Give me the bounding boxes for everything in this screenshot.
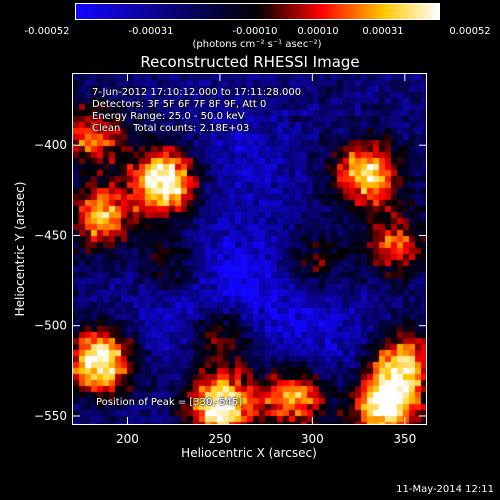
heatmap-image <box>73 74 426 424</box>
y-tick-label: −450 <box>34 228 67 242</box>
colorbar-tick: 0.00031 <box>362 26 404 37</box>
colorbar-tick: 0.00010 <box>297 26 339 37</box>
colorbar <box>75 3 440 20</box>
x-axis-label: Heliocentric X (arcsec) <box>181 446 317 460</box>
info-time-range: 7-Jun-2012 17:10:12.000 to 17:11:28.000 <box>92 87 302 98</box>
x-tick-label: 250 <box>208 432 231 446</box>
colorbar-ticks: -0.00052 -0.00031 -0.00010 0.00010 0.000… <box>0 26 500 38</box>
colorbar-tick: -0.00031 <box>128 26 174 37</box>
info-energy-range: Energy Range: 25.0 - 50.0 keV <box>92 111 245 122</box>
x-tick-label: 200 <box>116 432 139 446</box>
plot-area <box>72 73 427 425</box>
x-tick-label: 300 <box>301 432 324 446</box>
colorbar-tick: 0.00052 <box>449 26 491 37</box>
colorbar-gradient <box>76 4 439 19</box>
y-tick-label: −400 <box>34 138 67 152</box>
x-tick-label: 350 <box>393 432 416 446</box>
info-clean-counts: Clean Total counts: 2.18E+03 <box>92 123 250 134</box>
info-detectors: Detectors: 3F 5F 6F 7F 8F 9F, Att 0 <box>92 99 267 110</box>
y-tick-label: −500 <box>34 319 67 333</box>
peak-position-label: Position of Peak = [330,-545] <box>96 397 243 408</box>
colorbar-unit-label: (photons cm⁻² s⁻¹ asec⁻²) <box>192 39 322 50</box>
colorbar-tick: -0.00010 <box>232 26 278 37</box>
chart-title: Reconstructed RHESSI Image <box>140 53 360 71</box>
colorbar-tick: -0.00052 <box>24 26 70 37</box>
y-tick-label: −550 <box>34 409 67 423</box>
y-axis-label: Heliocentric Y (arcsec) <box>13 181 27 317</box>
footer-timestamp: 11-May-2014 12:11 <box>396 484 494 495</box>
